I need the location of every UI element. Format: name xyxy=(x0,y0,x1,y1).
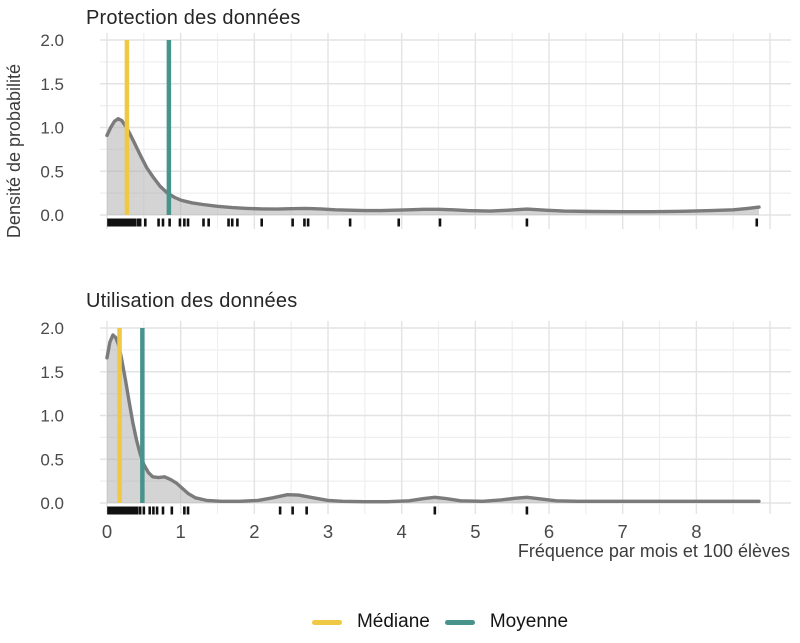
density-curve xyxy=(105,333,761,504)
panel-title-utilisation: Utilisation des données xyxy=(86,290,298,312)
y-tick-label: 0.5 xyxy=(40,450,64,469)
density-curve xyxy=(105,116,761,214)
legend-item-median: Médiane xyxy=(311,611,430,633)
y-tick-label: 1.0 xyxy=(40,119,64,138)
y-tick-label: 1.5 xyxy=(40,363,64,382)
y-tick-label: 1.5 xyxy=(40,75,64,94)
density-area xyxy=(107,118,759,215)
x-tick-label: 8 xyxy=(691,521,701,542)
median-legend-label: Médiane xyxy=(356,611,430,632)
legend: Médiane Moyenne xyxy=(80,606,800,638)
legend-item-mean: Moyenne xyxy=(444,611,569,633)
x-tick-label: 7 xyxy=(618,521,628,542)
x-tick-label: 4 xyxy=(397,521,407,542)
x-tick-label: 6 xyxy=(544,521,554,542)
y-tick-label: 0.0 xyxy=(40,206,64,225)
x-tick-label: 5 xyxy=(470,521,480,542)
panel-title-protection: Protection des données xyxy=(86,7,301,29)
density-panel-protection: 0.0 0.5 1.0 1.5 2.0 xyxy=(40,33,791,229)
y-tick-label: 2.0 xyxy=(40,321,64,338)
x-tick-label: 1 xyxy=(176,521,186,542)
density-panel-utilisation: 0.0 0.5 1.0 1.5 2.0 0 1 2 3 4 5 6 7 8 xyxy=(40,321,791,542)
median-legend-key xyxy=(311,619,342,625)
x-tick-label: 0 xyxy=(102,521,112,542)
y-tick-label: 1.0 xyxy=(40,407,64,426)
y-tick-label: 2.0 xyxy=(40,33,64,50)
x-tick-label: 3 xyxy=(323,521,333,542)
y-tick-label: 0.5 xyxy=(40,162,64,181)
mean-legend-key xyxy=(444,619,475,625)
mean-legend-label: Moyenne xyxy=(489,611,569,632)
x-axis-title: Fréquence par mois et 100 élèves xyxy=(517,541,790,561)
density-area xyxy=(107,335,759,503)
x-tick-label: 2 xyxy=(249,521,259,542)
y-tick-label: 0.0 xyxy=(40,494,64,513)
